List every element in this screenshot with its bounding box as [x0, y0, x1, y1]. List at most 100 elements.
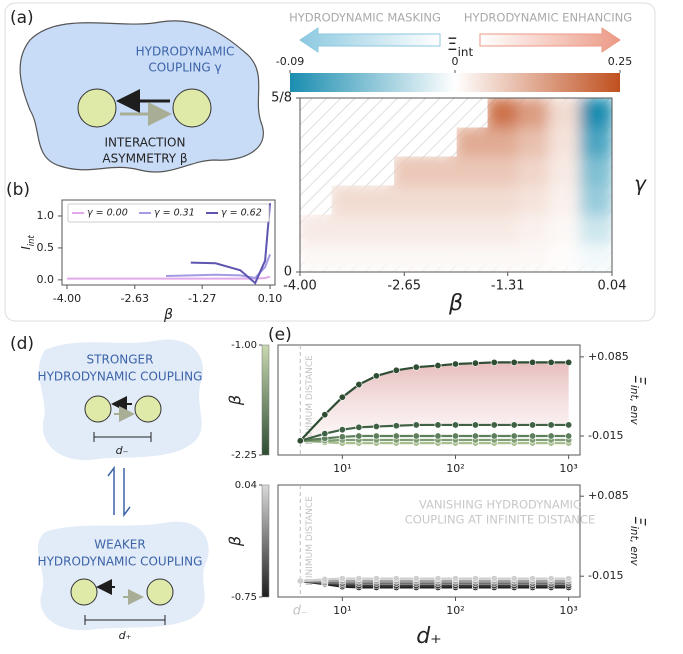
particle [172, 88, 212, 128]
data-point [547, 432, 555, 440]
data-point [392, 422, 400, 430]
data-point [529, 358, 537, 366]
data-point [434, 362, 442, 370]
data-point [451, 575, 459, 583]
data-point [372, 423, 380, 431]
heat-cell [454, 154, 489, 186]
heat-cell [517, 98, 551, 128]
x-axis-label: d₊ [416, 624, 442, 649]
data-point [412, 363, 420, 371]
heat-cell [361, 213, 395, 245]
x-tick-label: 10² [446, 604, 464, 617]
data-point [321, 575, 329, 583]
heat-cell [517, 125, 551, 157]
coupling-text: COUPLING γ [148, 61, 221, 75]
colorbar [290, 73, 620, 92]
data-point [434, 575, 442, 583]
legend-label: γ = 0.00 [87, 208, 128, 219]
data-point [510, 575, 518, 583]
excluded-cell [300, 155, 332, 186]
y-tick-label: 0.0 [37, 273, 55, 286]
series-line [190, 203, 272, 285]
x-axis-label: β [163, 307, 173, 323]
data-point [547, 575, 555, 583]
data-point [490, 432, 498, 440]
excluded-cell [362, 126, 395, 157]
data-point [434, 432, 442, 440]
heatmap-excluded [300, 98, 488, 215]
excluded-cell [300, 185, 332, 215]
distance-bar [93, 432, 152, 442]
y-tick-label: +0.085 [588, 489, 629, 502]
data-point [529, 421, 537, 429]
x-tick-label: d₋ [293, 604, 308, 619]
heatmap-cells [300, 98, 612, 272]
heat-cell [517, 242, 551, 272]
distance-label: d₊ [119, 629, 132, 642]
data-point [338, 433, 346, 441]
heat-cell [361, 242, 395, 272]
data-point [565, 421, 573, 429]
panel-frame [4, 2, 656, 322]
heat-cell [361, 184, 395, 216]
data-point [355, 423, 363, 431]
data-point [471, 575, 479, 583]
excluded-cell [300, 126, 332, 157]
min-distance-label: MINIMUM DISTANCE [305, 355, 315, 445]
heat-cell [423, 154, 458, 186]
excluded-cell [362, 155, 395, 186]
colorbar-label: β [226, 536, 245, 547]
data-point [392, 432, 400, 440]
plot-frame [299, 97, 613, 273]
data-point [471, 432, 479, 440]
particle [134, 395, 162, 423]
panel-label: (a) [10, 8, 34, 28]
particle [70, 578, 98, 606]
asymmetry-text: ASYMMETRY β [102, 152, 187, 166]
particle [146, 578, 174, 606]
heat-cell [392, 184, 426, 216]
heat-cell [548, 125, 582, 157]
data-point [372, 432, 380, 440]
masking-note: HYDRODYNAMIC MASKING [289, 11, 441, 25]
y-axis-label-main: Ξ [632, 516, 650, 526]
weak-text: HYDRODYNAMIC COUPLING [38, 555, 203, 569]
x-tick-label: -1.31 [491, 279, 525, 294]
y-tick-label: 5/8 [271, 91, 292, 106]
x-tick-label: 10³ [559, 462, 577, 475]
y-tick-label: -0.015 [588, 569, 623, 582]
heat-cell [517, 184, 551, 216]
colorbar-tick-label: 0 [452, 55, 459, 68]
data-point [355, 575, 363, 583]
x-tick-label: 10² [446, 462, 464, 475]
y-axis-label-sub: int, env [628, 526, 640, 566]
colorbar-tick-label: -1.00 [231, 340, 257, 351]
legend-label: γ = 0.31 [154, 208, 195, 219]
heat-cell [329, 184, 363, 216]
data-point [372, 575, 380, 583]
colorbar-label-sub: int [458, 45, 474, 59]
data-point [412, 432, 420, 440]
heat-cell [486, 98, 520, 128]
data-point [392, 366, 400, 374]
data-point [490, 575, 498, 583]
data-point [510, 432, 518, 440]
y-axis-label-main: I [19, 246, 33, 250]
colorbar [261, 484, 270, 598]
heat-cell [579, 213, 612, 245]
panel-label: (b) [6, 180, 30, 200]
excluded-cell [455, 98, 488, 128]
weak-text: WEAKER [94, 538, 145, 552]
x-tick-label: 0.04 [598, 279, 627, 294]
annotation: COUPLING AT INFINITE DISTANCE [405, 513, 595, 527]
heat-cell [579, 125, 612, 157]
heat-cell [329, 213, 363, 245]
heat-cell [329, 242, 363, 272]
x-tick-label: 10³ [559, 604, 577, 617]
particle [77, 88, 117, 128]
heat-cell [486, 242, 520, 272]
distance-label: d₋ [116, 444, 129, 457]
data-point [529, 575, 537, 583]
enhancement-area [300, 362, 569, 441]
